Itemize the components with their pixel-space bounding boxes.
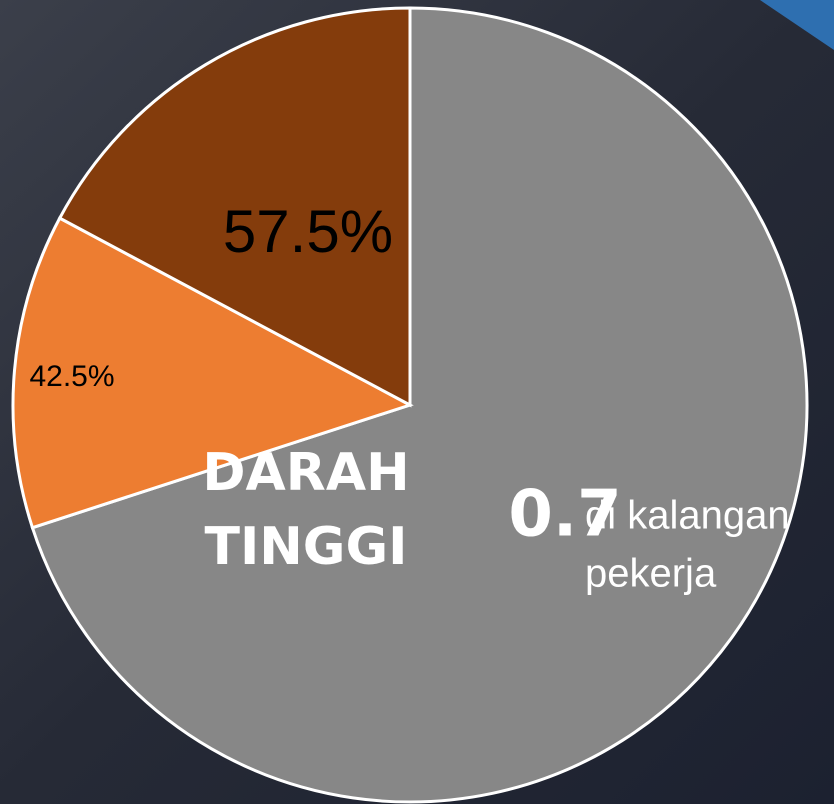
annotation: 42.5% bbox=[29, 360, 114, 393]
corner-accent bbox=[760, 0, 834, 50]
annotation: TINGGI bbox=[204, 517, 407, 577]
pie-slice bbox=[30, 6, 809, 804]
annotation: pekerja bbox=[585, 552, 717, 596]
annotation: 0.7 bbox=[508, 478, 621, 552]
annotation: DARAH bbox=[202, 443, 409, 503]
annotation: di kalangan bbox=[585, 494, 790, 538]
pie-slice bbox=[11, 216, 414, 530]
annotation: 57.5% bbox=[223, 198, 393, 265]
pie-slice bbox=[57, 6, 412, 408]
